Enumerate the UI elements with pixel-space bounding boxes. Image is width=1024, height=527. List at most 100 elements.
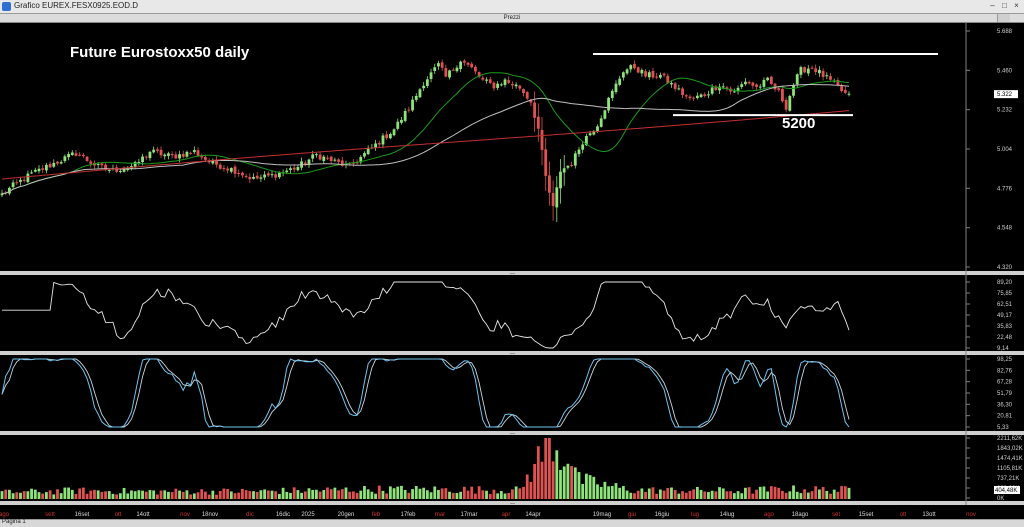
volume-bar (81, 487, 85, 499)
x-tick-label: mar (435, 512, 445, 518)
maximize-icon[interactable]: □ (1002, 1, 1007, 10)
volume-bar (511, 489, 514, 499)
volume-bar (425, 490, 429, 499)
candle-body (152, 149, 156, 153)
volume-bar (651, 487, 655, 499)
panel-toggle-button[interactable] (997, 14, 1010, 22)
candle-body (59, 162, 63, 164)
candle-body (525, 92, 529, 99)
volume-bar (662, 490, 666, 499)
rsi-tick-label: 75,85 (997, 291, 1013, 297)
volume-bar (836, 491, 840, 499)
volume-bar (703, 491, 707, 499)
volume-bar (684, 492, 688, 499)
candle-body (422, 85, 426, 89)
panel-handle: — (510, 431, 515, 437)
volume-bar (263, 489, 267, 499)
candle-body (548, 175, 551, 193)
volume-bar (636, 490, 640, 499)
price-panel-header: Prezzi (0, 14, 1024, 23)
candle-body (363, 153, 366, 157)
moving-average-200 (1, 110, 850, 180)
candle-body (488, 79, 492, 83)
x-tick-label: 13ott (922, 512, 936, 518)
minimize-icon[interactable]: – (990, 1, 995, 10)
panel-separator (0, 501, 1024, 505)
volume-bar (163, 490, 167, 499)
volume-bar (843, 486, 847, 499)
x-tick-label: 15set (859, 512, 874, 518)
candle-body (769, 76, 773, 84)
candle-body (266, 173, 270, 176)
candle-body (474, 66, 477, 72)
volume-bar (806, 492, 810, 499)
volume-bar (137, 490, 141, 499)
chart-area[interactable]: — — — — 5.688 5.460 5.232 5.004 4.776 4.548 4.320… (0, 22, 1024, 519)
volume-bar (429, 492, 433, 499)
volume-bar (374, 493, 377, 499)
volume-bar (314, 489, 318, 499)
y-axes: 5.688 5.460 5.232 5.004 4.776 4.548 4.320 89,20… (966, 29, 1023, 502)
x-tick-label: 19mag (593, 512, 611, 518)
candle-body (792, 84, 795, 96)
candle-body (603, 110, 607, 119)
stochastic-tick-label: 67,28 (997, 380, 1013, 386)
volume-bar (33, 489, 37, 499)
volume-tick-label: 0K (997, 496, 1004, 502)
x-tick-label: nov (966, 512, 976, 518)
candle-body (48, 164, 52, 168)
candle-body (588, 133, 592, 136)
volume-bar (729, 491, 733, 499)
volume-bar (603, 481, 607, 499)
volume-bar (366, 489, 370, 499)
volume-bar (348, 491, 352, 499)
rsi-tick-label: 35,83 (997, 324, 1013, 330)
close-icon[interactable]: × (1014, 1, 1019, 10)
candle-body (418, 89, 422, 98)
rsi-tick-label: 62,51 (997, 302, 1013, 308)
x-tick-label: giu (628, 512, 636, 518)
volume-bar (278, 494, 281, 499)
x-tick-label: 14ott (136, 512, 150, 518)
candle-body (599, 118, 603, 127)
candle-body (596, 126, 599, 132)
last-price-box (994, 90, 1018, 99)
volume-bar (514, 486, 518, 499)
page-tab[interactable]: Pagina 1 (2, 519, 26, 525)
volume-bar (355, 492, 359, 499)
volume-bar (363, 486, 366, 499)
candle-body (178, 154, 181, 159)
candle-body (477, 72, 481, 77)
candle-body (322, 156, 326, 161)
candle-body (22, 179, 26, 181)
candle-body (107, 170, 111, 172)
candle-body (459, 61, 463, 70)
panel-separator (0, 431, 1024, 435)
candle-body (78, 154, 82, 156)
volume-bar (618, 487, 622, 499)
candle-body (355, 162, 359, 164)
volume-bar (244, 490, 248, 499)
candle-body (33, 169, 37, 172)
candle-body (429, 72, 433, 79)
candle-body (274, 174, 278, 178)
candle-body (388, 133, 392, 139)
candle-body (555, 187, 559, 208)
x-tick-label: feb (372, 512, 381, 518)
candle-body (721, 86, 725, 88)
candle-body (703, 94, 707, 97)
x-tick-label: set (832, 512, 840, 518)
volume-bar (414, 486, 418, 499)
volume-bar (174, 488, 178, 499)
volume-bar (814, 486, 818, 499)
candle-body (26, 173, 30, 183)
volume-bar (285, 491, 289, 499)
volume-bar (311, 489, 315, 499)
candle-body (536, 116, 540, 129)
volume-bar (566, 463, 570, 499)
price-tick-label: 5.460 (997, 68, 1013, 74)
candle-body (533, 102, 537, 118)
x-tick-label: apr (502, 512, 511, 518)
volume-bar (385, 493, 389, 499)
chart-title: Future Eurostoxx50 daily (70, 44, 250, 61)
